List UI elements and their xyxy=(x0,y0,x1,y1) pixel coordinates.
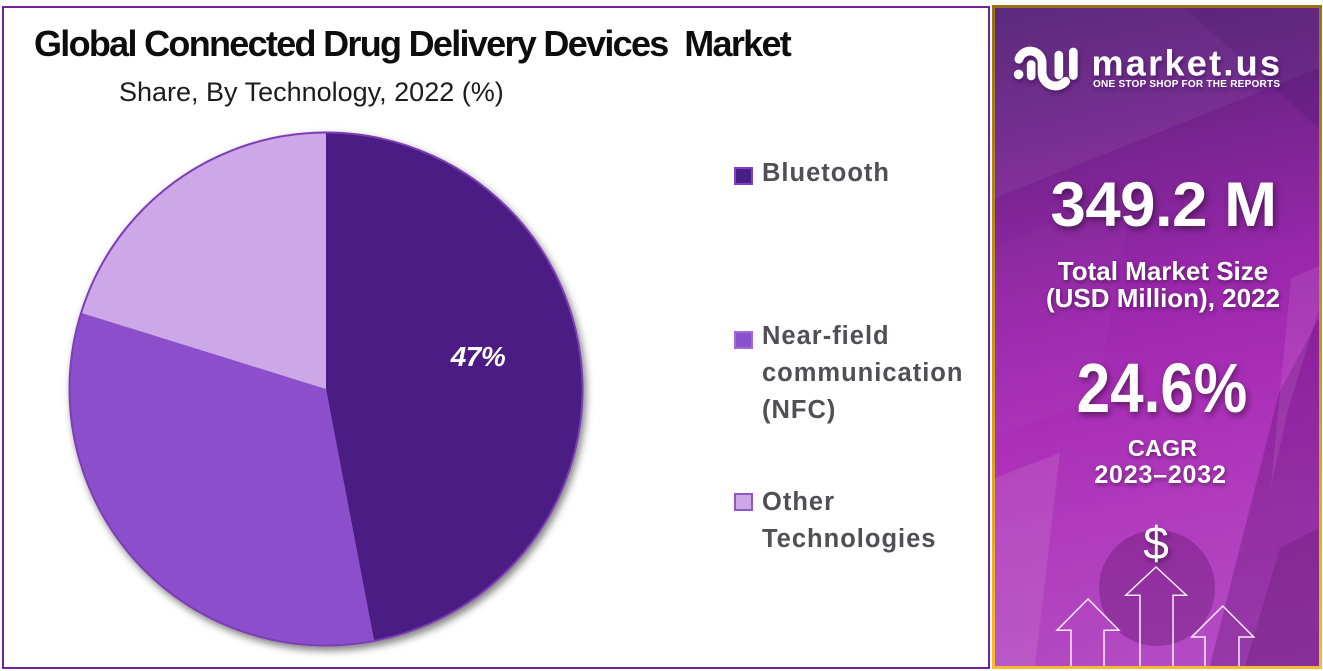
svg-text:47%: 47% xyxy=(450,341,506,372)
svg-text:market.us: market.us xyxy=(1092,43,1283,84)
svg-text:ONE STOP SHOP FOR THE REPORTS: ONE STOP SHOP FOR THE REPORTS xyxy=(1093,79,1280,90)
